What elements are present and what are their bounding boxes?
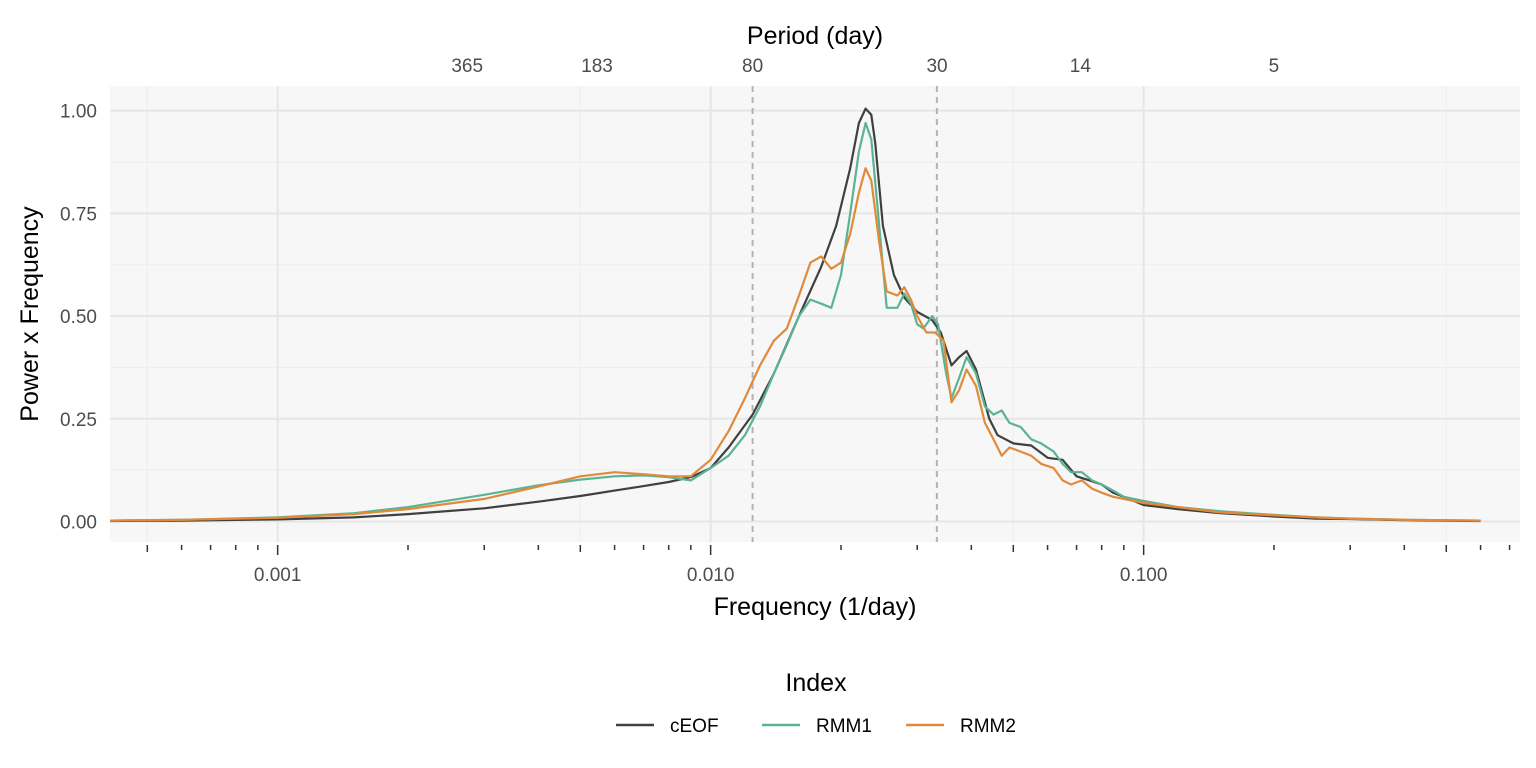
series-layer: [109, 107, 1481, 523]
series-line-rmm2: [109, 167, 1481, 522]
top-tick-label: 14: [1070, 56, 1092, 77]
reference-lines: [751, 86, 938, 542]
x-tick-label: 0.010: [687, 565, 735, 586]
y-tick-label: 0.00: [60, 512, 97, 533]
y-tick-label: 0.75: [60, 204, 97, 225]
legend-label-rmm1: RMM1: [816, 716, 872, 737]
y-axis: 0.00 0.25 0.50 0.75 1.00: [60, 102, 97, 534]
x-tick-label: 0.001: [254, 565, 302, 586]
x-tick-label: 0.100: [1120, 565, 1168, 586]
top-tick-label: 80: [742, 56, 763, 77]
legend-label-rmm2: RMM2: [960, 716, 1016, 737]
top-tick-label: 365: [451, 56, 483, 77]
grid-major: [110, 86, 1520, 542]
legend-label-ceof: cEOF: [670, 716, 719, 737]
legend-items: cEOF RMM1 RMM2: [616, 716, 1016, 737]
series-line-rmm1: [109, 121, 1481, 522]
y-tick-label: 0.50: [60, 307, 97, 328]
top-tick-label: 30: [926, 56, 947, 77]
y-tick-label: 1.00: [60, 102, 97, 123]
panel-background: [110, 86, 1520, 542]
grid-minor: [110, 86, 1520, 542]
x-axis-title: Frequency (1/day): [714, 593, 917, 621]
top-tick-label: 5: [1269, 56, 1280, 77]
top-axis-title: Period (day): [747, 22, 883, 50]
legend: Index cEOF RMM1 RMM2: [616, 669, 1016, 737]
top-tick-label: 183: [581, 56, 613, 77]
top-axis: 365 183 80 30 14 5: [451, 56, 1279, 77]
y-axis-title: Power x Frequency: [16, 206, 44, 422]
x-axis: 0.001 0.010 0.100: [146, 545, 1511, 586]
y-tick-label: 0.25: [60, 410, 97, 431]
legend-title: Index: [785, 669, 847, 697]
